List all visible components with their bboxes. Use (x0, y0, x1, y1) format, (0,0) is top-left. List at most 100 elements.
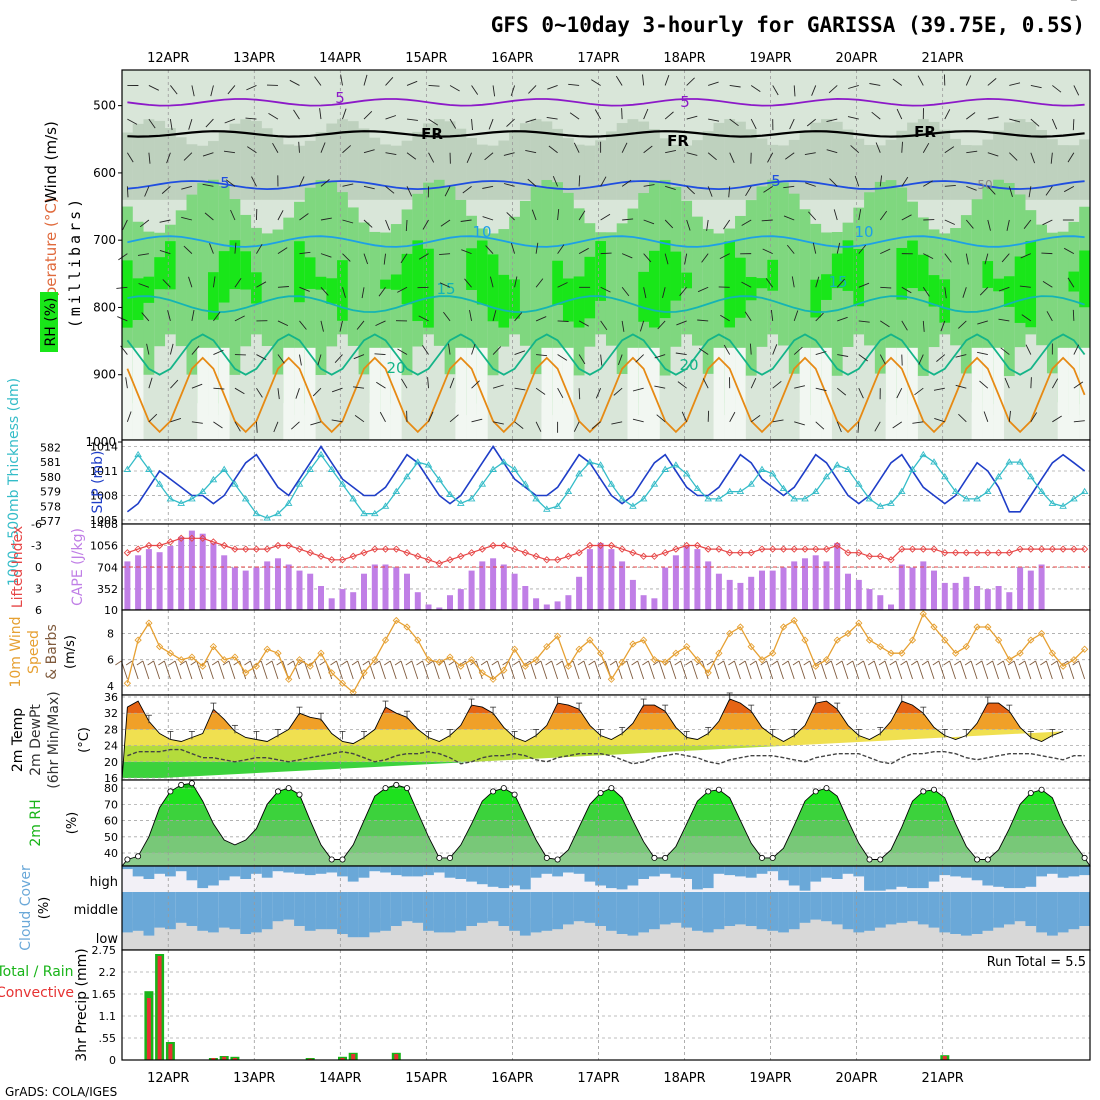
wind10m-barb (422, 660, 429, 680)
precip-convective-bar (394, 1054, 399, 1060)
wind10m-barb (1002, 660, 1010, 680)
li-marker (155, 541, 164, 550)
wind-barb (385, 186, 395, 194)
wind-speed-marker (575, 645, 583, 653)
cape-tick-label: 10 (104, 604, 118, 617)
wind-barb (744, 311, 752, 322)
thickness-axis-label: 1000~500mb Thickness (dm) (6, 378, 22, 586)
cloud-bar-low (853, 918, 865, 933)
wind-barb (514, 350, 526, 355)
rh-tick-label: 40 (104, 847, 118, 860)
wind-tick-label: 6 (107, 654, 114, 667)
wind-barb (1073, 381, 1084, 389)
wind-barb (546, 116, 558, 120)
wind-speed-marker (188, 653, 196, 661)
rh-band-mid (541, 121, 553, 200)
li-marker (188, 534, 196, 542)
cape-bar (812, 555, 819, 610)
wind-barb (492, 421, 504, 425)
isotherm-25 (126, 356, 1086, 434)
cloud-bar-middle (993, 892, 1004, 918)
wind-speed-marker (629, 640, 637, 648)
temp-tick-label: 32 (104, 707, 118, 720)
rh-band-green (864, 192, 875, 346)
thickness-marker (543, 505, 551, 512)
wind-barb (191, 383, 203, 389)
cloud-bar-middle (208, 892, 219, 918)
rh-band-green (1036, 224, 1047, 346)
wind-barb (471, 85, 479, 95)
li-marker (1070, 545, 1078, 553)
wind-barb (836, 278, 845, 288)
wind-barb (858, 354, 868, 362)
wind-barb (944, 109, 951, 120)
wind10m-barb-flag (190, 660, 197, 666)
wind-barb (234, 277, 242, 288)
cloud-bar-middle (272, 892, 284, 918)
contour-label: 10 (472, 223, 491, 241)
rh-band-mid (896, 130, 908, 200)
thickness-marker (876, 502, 885, 509)
cloud-bar-low (1003, 918, 1015, 925)
cloud-bar-low (638, 918, 649, 933)
slp-tick-label: 1014 (90, 441, 118, 454)
rh-band-bright (670, 251, 682, 301)
wind-barb (557, 209, 560, 221)
wind10m-barb-flag (470, 660, 477, 666)
wind10m-barb-flag (427, 660, 434, 666)
wind-barb (1067, 152, 1075, 163)
wind-barb (697, 286, 709, 293)
wind-barb (998, 286, 1010, 292)
wind-barb (469, 310, 472, 321)
wind-barb (385, 76, 394, 86)
rh-band-mid (358, 128, 370, 200)
wind-barb (750, 378, 757, 389)
cloud-level-middle: middle (74, 903, 118, 918)
wind-barb (449, 414, 459, 423)
cape-ylabel: CAPE (J/kg) (70, 528, 86, 606)
wind10m-barb-flag (556, 660, 563, 666)
li-marker (844, 549, 852, 557)
thickness-marker (231, 480, 239, 487)
temp-tick-label: 36 (104, 691, 118, 704)
wind-barb (1042, 219, 1053, 226)
upper-air-ylabel: Temperature (°C)Wind (m/s)RH (%) (milliba… (40, 121, 84, 352)
wind-barb (503, 152, 515, 156)
cloud-bar-low (756, 918, 768, 930)
cloud-bar-high (659, 866, 671, 874)
cape-bar (651, 598, 658, 610)
chart-title: GFS 0~10day 3-hourly for GARISSA (39.75E… (491, 13, 1085, 37)
wind-barb (1046, 311, 1053, 322)
cloud-bar-middle (885, 892, 897, 918)
slp-tick-label: 1011 (90, 465, 118, 478)
thickness-marker (532, 495, 540, 502)
cloud-bar-low (272, 918, 284, 922)
cloud-bar-low (971, 918, 983, 934)
cloud-bar-middle (337, 892, 348, 918)
rh-marker (715, 786, 722, 793)
rh-dry-column (724, 347, 736, 442)
wind-speed-marker (134, 636, 142, 644)
cloud-bar-high (702, 866, 714, 889)
rh-band-mid (1003, 122, 1015, 200)
wind-barb (488, 118, 494, 130)
wind-barb (879, 175, 883, 187)
wind-barb (977, 320, 988, 325)
li-marker (435, 559, 443, 568)
cloud-bar-middle (735, 892, 746, 918)
cloud-bar-low (229, 918, 241, 930)
wind-barb (600, 213, 611, 221)
thickness-marker (295, 480, 304, 487)
rh-band-green (616, 223, 628, 374)
thickness-marker (338, 480, 347, 487)
wind-speed-marker (274, 649, 282, 657)
wind-barb (418, 253, 429, 260)
cloud-bar-low (573, 918, 585, 922)
cape-bar (834, 542, 841, 610)
thickness-marker (424, 461, 433, 468)
wind-speed-marker (414, 636, 422, 644)
li-marker (575, 549, 583, 557)
wind-barb (342, 253, 351, 262)
thickness-marker (457, 499, 465, 506)
wind-barb (654, 385, 666, 389)
